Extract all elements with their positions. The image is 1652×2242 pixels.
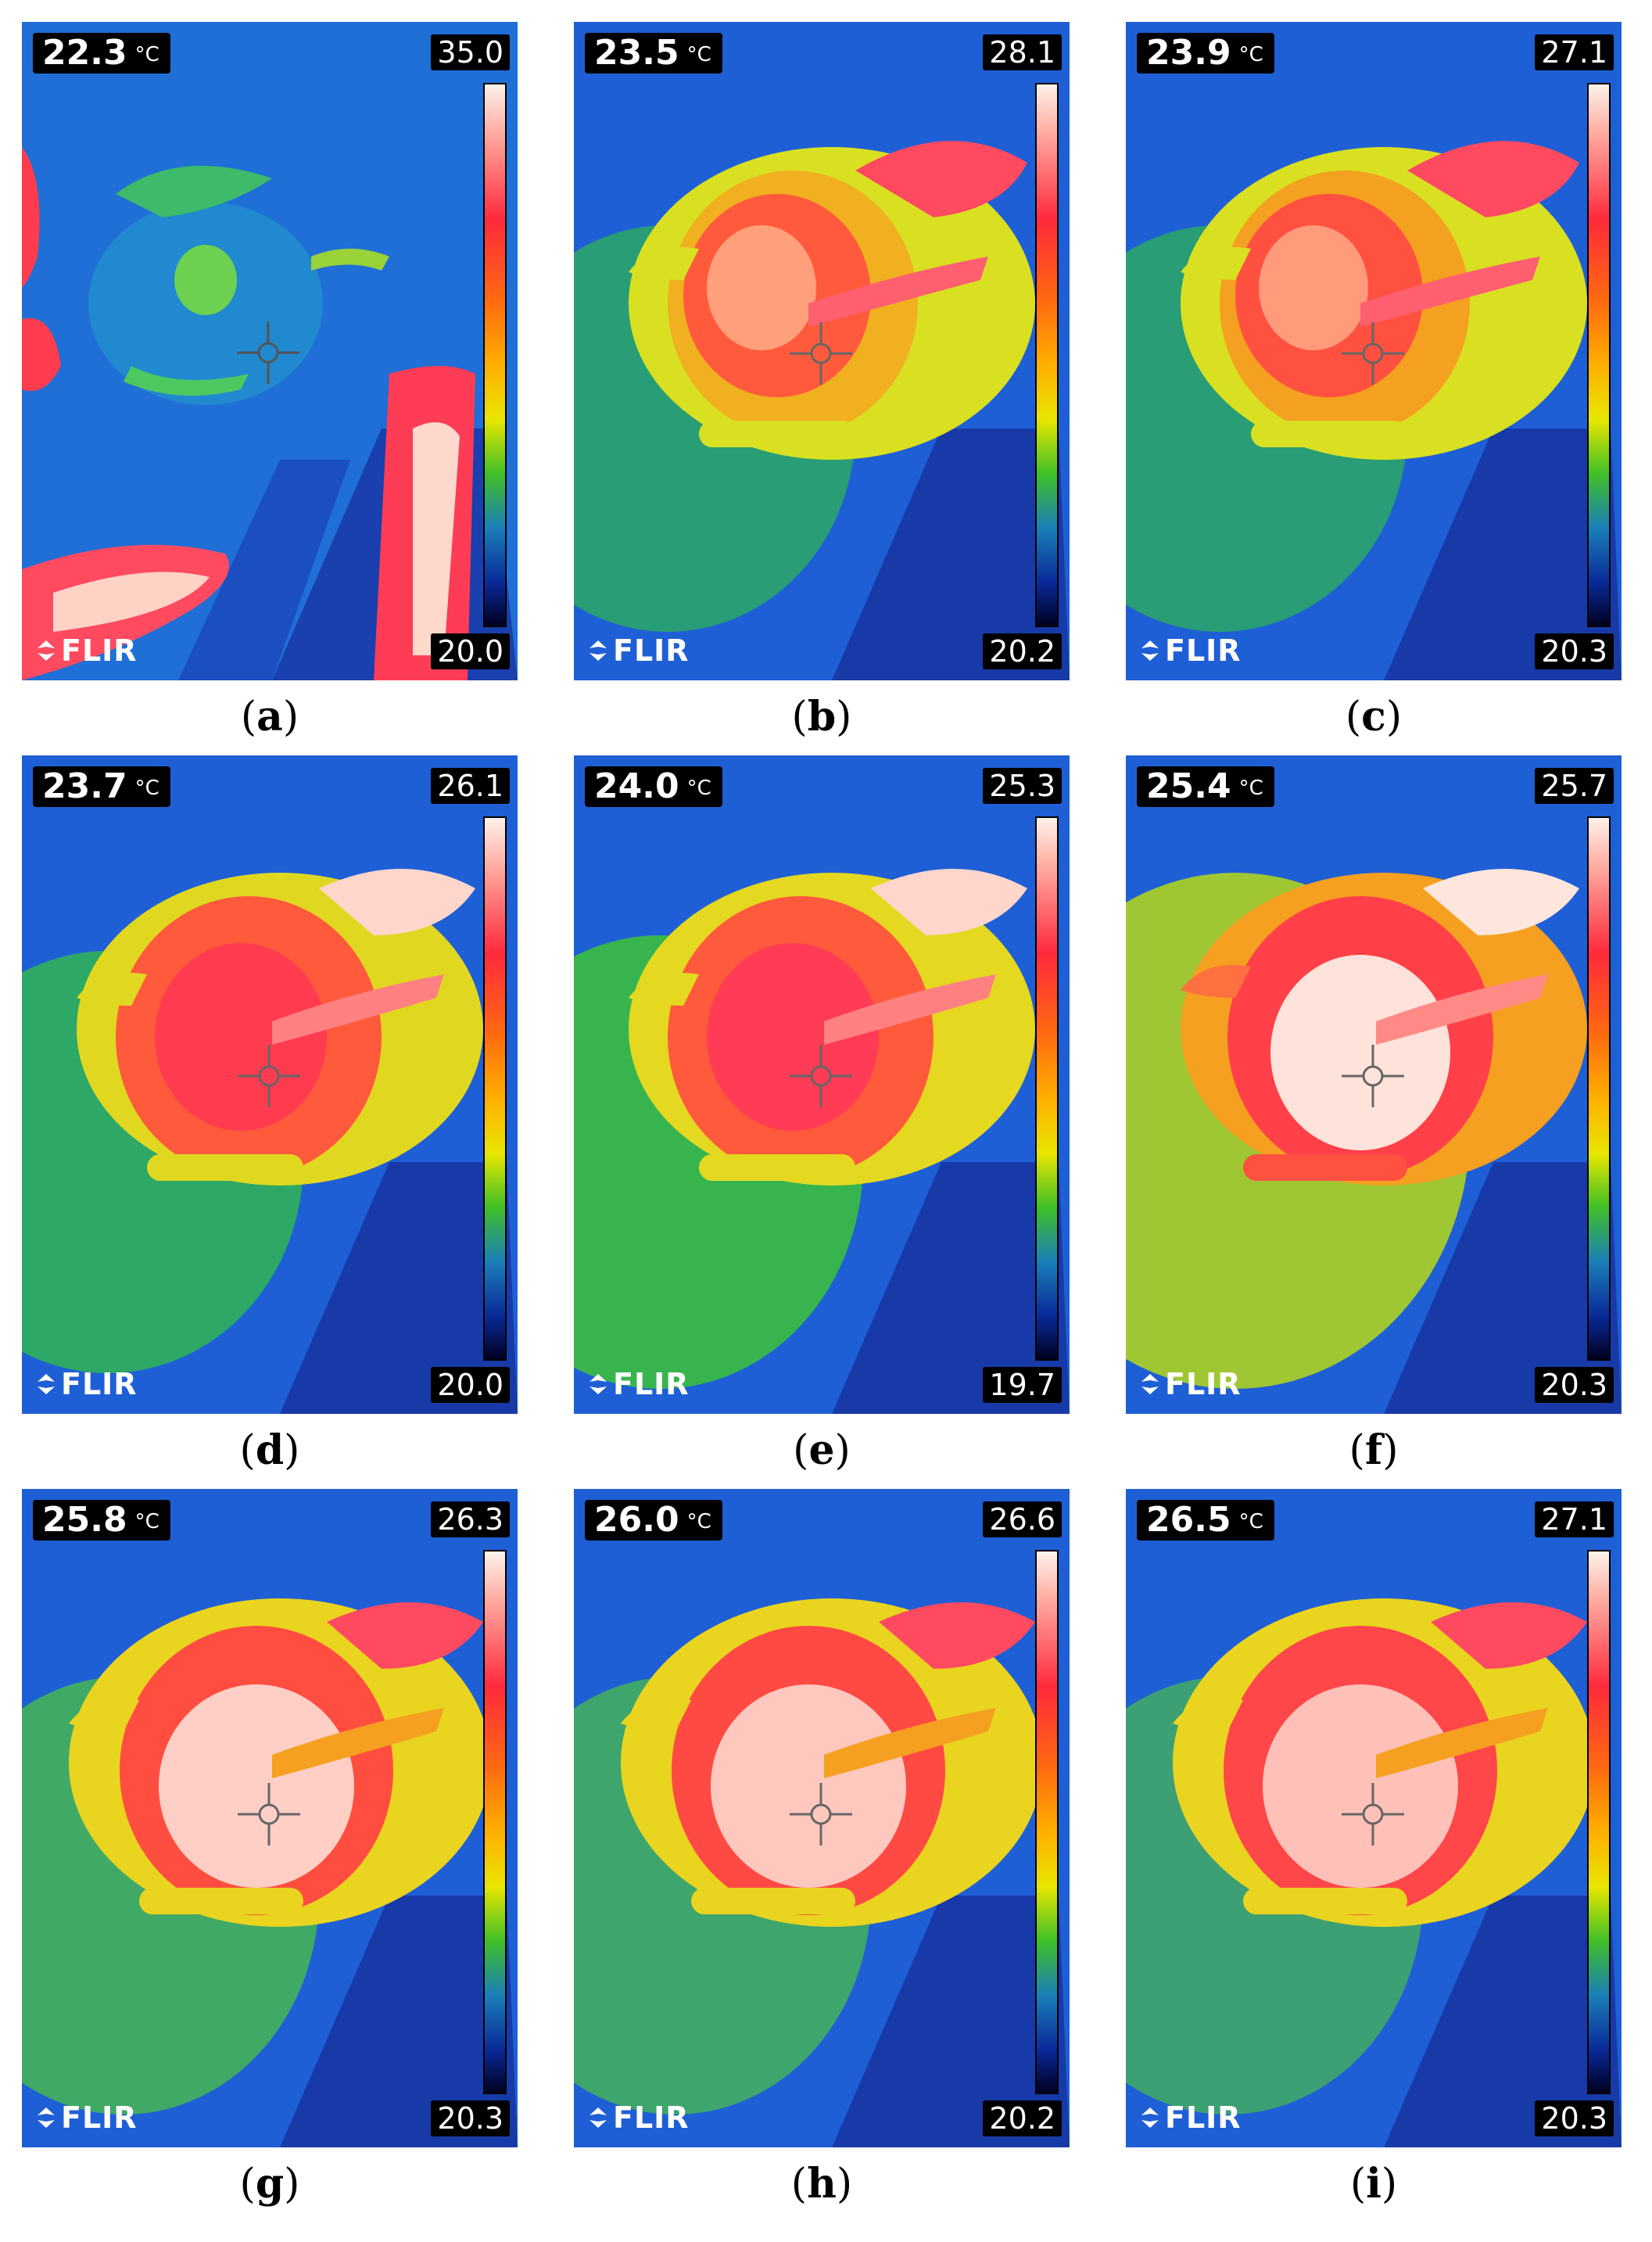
- crosshair-icon: [790, 1783, 852, 1846]
- panel-cell-c: 23.9 °C 27.1 20.3 FLIR (c): [1126, 22, 1622, 741]
- temperature-colorbar: [1587, 83, 1611, 627]
- thermal-panel: 25.4 °C 25.7 20.3 FLIR: [1126, 755, 1622, 1414]
- crosshair-icon: [237, 321, 299, 384]
- scale-min-value: 20.3: [1535, 1367, 1614, 1403]
- thermal-scene-hand: [22, 22, 518, 680]
- panel-caption: (e): [793, 1426, 851, 1474]
- thermal-scene-motor: [1126, 1489, 1622, 2147]
- thermal-scene-motor: [22, 755, 518, 1414]
- scale-min-value: 19.7: [983, 1367, 1062, 1403]
- scale-max-value: 25.3: [983, 768, 1062, 804]
- thermal-panel: 23.9 °C 27.1 20.3 FLIR: [1126, 22, 1622, 680]
- temperature-colorbar: [1587, 1550, 1611, 2094]
- panel-caption: (d): [239, 1426, 300, 1474]
- flir-logo-icon: [1141, 2107, 1159, 2128]
- thermal-panel: 26.0 °C 26.6 20.2 FLIR: [574, 1489, 1070, 2147]
- temperature-colorbar: [1035, 816, 1059, 1361]
- brand-logo: FLIR: [588, 2100, 690, 2135]
- spot-temperature: 23.5 °C: [585, 33, 722, 74]
- scale-min-value: 20.2: [983, 633, 1062, 669]
- flir-logo-icon: [38, 2107, 55, 2128]
- scale-min-value: 20.3: [1535, 2100, 1614, 2136]
- brand-logo: FLIR: [1140, 2100, 1242, 2135]
- spot-temperature: 26.0 °C: [585, 1500, 722, 1541]
- panel-caption: (a): [240, 693, 299, 741]
- temperature-colorbar: [1035, 83, 1059, 627]
- scale-max-value: 26.3: [431, 1501, 510, 1537]
- scale-max-value: 35.0: [431, 34, 510, 70]
- panel-caption: (b): [791, 693, 852, 741]
- panel-cell-e: 24.0 °C 25.3 19.7 FLIR (e): [574, 755, 1070, 1474]
- scale-min-value: 20.2: [983, 2100, 1062, 2136]
- panel-cell-a: 22.3 °C 35.0 20.0 FLIR (a): [22, 22, 518, 741]
- scale-min-value: 20.3: [431, 2100, 510, 2136]
- brand-logo: FLIR: [36, 2100, 138, 2135]
- brand-logo: FLIR: [36, 1367, 138, 1401]
- thermal-panel: 24.0 °C 25.3 19.7 FLIR: [574, 755, 1070, 1414]
- crosshair-icon: [1342, 1783, 1404, 1846]
- crosshair-icon: [790, 322, 852, 385]
- crosshair-icon: [1342, 1045, 1404, 1107]
- brand-logo: FLIR: [588, 1367, 690, 1401]
- flir-logo-icon: [38, 1374, 55, 1394]
- panel-caption: (f): [1349, 1426, 1399, 1474]
- thermal-panel: 22.3 °C 35.0 20.0 FLIR: [22, 22, 518, 680]
- panel-cell-i: 26.5 °C 27.1 20.3 FLIR (i): [1126, 1489, 1622, 2208]
- thermal-panel: 25.8 °C 26.3 20.3 FLIR: [22, 1489, 518, 2147]
- flir-logo-icon: [1141, 640, 1159, 661]
- scale-max-value: 26.1: [431, 768, 510, 804]
- scale-max-value: 27.1: [1535, 1501, 1614, 1537]
- scale-min-value: 20.3: [1535, 633, 1614, 669]
- temperature-colorbar: [1587, 816, 1611, 1361]
- spot-temperature: 25.8 °C: [33, 1500, 170, 1541]
- flir-logo-icon: [38, 640, 55, 661]
- thermal-scene-motor: [1126, 755, 1622, 1414]
- panel-cell-g: 25.8 °C 26.3 20.3 FLIR (g): [22, 1489, 518, 2208]
- thermal-scene-motor: [1126, 22, 1622, 680]
- temperature-colorbar: [483, 83, 507, 627]
- crosshair-icon: [1342, 322, 1404, 385]
- spot-temperature: 23.9 °C: [1137, 33, 1274, 74]
- thermal-scene-motor: [574, 1489, 1070, 2147]
- brand-logo: FLIR: [36, 633, 138, 668]
- crosshair-icon: [790, 1045, 852, 1107]
- temperature-colorbar: [483, 816, 507, 1361]
- panel-cell-b: 23.5 °C 28.1 20.2 FLIR (b): [574, 22, 1070, 741]
- scale-max-value: 27.1: [1535, 34, 1614, 70]
- crosshair-icon: [238, 1045, 300, 1107]
- scale-max-value: 26.6: [983, 1501, 1062, 1537]
- panel-caption: (i): [1349, 2160, 1398, 2208]
- panel-cell-f: 25.4 °C 25.7 20.3 FLIR (f): [1126, 755, 1622, 1474]
- panel-caption: (c): [1345, 693, 1403, 741]
- scale-min-value: 20.0: [431, 633, 510, 669]
- spot-temperature: 23.7 °C: [33, 766, 170, 807]
- temperature-colorbar: [1035, 1550, 1059, 2094]
- spot-temperature: 22.3 °C: [33, 33, 170, 74]
- flir-logo-icon: [1141, 1374, 1159, 1394]
- brand-logo: FLIR: [588, 633, 690, 668]
- scale-min-value: 20.0: [431, 1367, 510, 1403]
- panel-caption: (g): [239, 2160, 300, 2208]
- panel-caption: (h): [790, 2160, 853, 2208]
- thermal-panel: 23.7 °C 26.1 20.0 FLIR: [22, 755, 518, 1414]
- panel-cell-d: 23.7 °C 26.1 20.0 FLIR (d): [22, 755, 518, 1474]
- flir-logo-icon: [589, 640, 607, 661]
- flir-logo-icon: [589, 1374, 607, 1394]
- brand-logo: FLIR: [1140, 633, 1242, 668]
- spot-temperature: 26.5 °C: [1137, 1500, 1274, 1541]
- flir-logo-icon: [589, 2107, 607, 2128]
- crosshair-icon: [238, 1783, 300, 1846]
- spot-temperature: 25.4 °C: [1137, 766, 1274, 807]
- spot-temperature: 24.0 °C: [585, 766, 722, 807]
- thermal-scene-motor: [22, 1489, 518, 2147]
- scale-max-value: 25.7: [1535, 768, 1614, 804]
- thermal-panel: 23.5 °C 28.1 20.2 FLIR: [574, 22, 1070, 680]
- panel-cell-h: 26.0 °C 26.6 20.2 FLIR (h): [574, 1489, 1070, 2208]
- scale-max-value: 28.1: [983, 34, 1062, 70]
- thermal-panel: 26.5 °C 27.1 20.3 FLIR: [1126, 1489, 1622, 2147]
- thermal-scene-motor: [574, 22, 1070, 680]
- brand-logo: FLIR: [1140, 1367, 1242, 1401]
- temperature-colorbar: [483, 1550, 507, 2094]
